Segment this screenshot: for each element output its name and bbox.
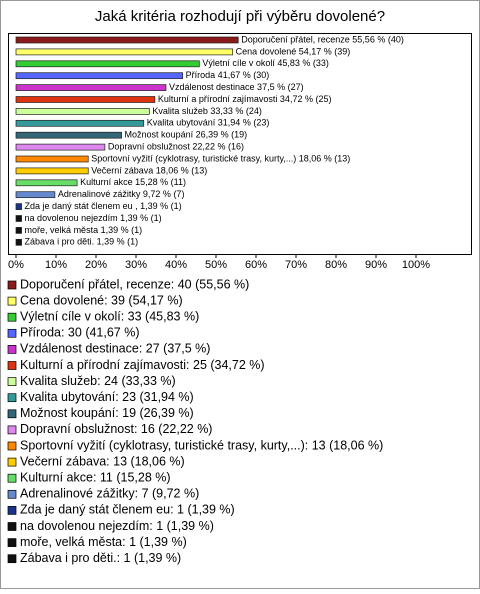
legend-label: Zábava i pro děti.: 1 (1,39 %) xyxy=(20,551,181,565)
bar xyxy=(15,108,150,115)
legend-label: Dopravní obslužnost: 16 (22,22 %) xyxy=(20,422,212,436)
bar xyxy=(15,203,22,210)
legend-label: Adrenalinové zážitky: 7 (9,72 %) xyxy=(20,487,199,501)
legend-swatch xyxy=(7,312,17,322)
x-tick-label: 10% xyxy=(45,259,67,271)
legend-swatch xyxy=(7,409,17,419)
bar-label: moře, velká města 1,39 % (1) xyxy=(25,225,143,235)
bar xyxy=(15,191,56,199)
legend-swatch xyxy=(7,489,17,499)
bar-label: Výletní cíle v okolí 45,83 % (33) xyxy=(202,58,329,68)
plot-frame xyxy=(8,33,472,255)
legend-label: Zda je daný stát členem eu: 1 (1,39 %) xyxy=(20,503,235,517)
x-tick-label: 30% xyxy=(125,259,147,271)
legend-label: Kvalita ubytování: 23 (31,94 %) xyxy=(20,390,194,404)
bar xyxy=(15,167,89,175)
bar xyxy=(15,227,22,234)
x-tick-label: 70% xyxy=(285,259,307,271)
bar-label: Cena dovolené 54,17 % (39) xyxy=(236,46,351,56)
legend-swatch xyxy=(7,361,17,370)
legend-label: Výletní cíle v okolí: 33 (45,83 %) xyxy=(20,309,199,323)
x-tick-label: 60% xyxy=(245,259,267,271)
legend-swatch xyxy=(7,554,17,564)
x-tick-label: 50% xyxy=(205,259,227,271)
bar-label: Zábava i pro děti. 1,39 % (1) xyxy=(25,237,139,247)
bar-label: Sportovní vyžití (cyklotrasy, turistické… xyxy=(91,153,350,163)
bar-label: Vzdálenost destinace 37,5 % (27) xyxy=(169,82,304,92)
bar-label: Kvalita služeb 33,33 % (24) xyxy=(152,106,262,116)
bar-label: Doporučení přátel, recenze 55,56 % (40) xyxy=(241,34,404,44)
legend-swatch xyxy=(7,538,17,547)
bar xyxy=(15,72,184,80)
bar-label: Kulturní a přírodní zajímavosti 34,72 % … xyxy=(158,94,332,104)
legend-swatch xyxy=(7,345,17,354)
bar-label: Zda je daný stát členem eu , 1,39 % (1) xyxy=(25,201,182,211)
bar-label: Kulturní akce 15,28 % (11) xyxy=(80,177,186,187)
legend-label: Příroda: 30 (41,67 %) xyxy=(20,326,140,340)
bar xyxy=(15,131,122,139)
legend-swatch xyxy=(7,506,17,515)
legend-label: moře, velká města: 1 (1,39 %) xyxy=(20,535,187,549)
bar xyxy=(15,179,78,187)
bar xyxy=(15,48,234,56)
x-tick-label: 0% xyxy=(8,259,24,271)
bar xyxy=(15,215,22,222)
chart-title: Jaká kritéria rozhodují při výběru dovol… xyxy=(95,8,385,25)
bar-label: Dopravní obslužnost 22,22 % (16) xyxy=(108,141,244,151)
legend-label: Kulturní a přírodní zajímavosti: 25 (34,… xyxy=(20,358,265,372)
bar xyxy=(15,119,145,127)
x-tick-label: 40% xyxy=(165,259,187,271)
bar xyxy=(15,36,239,44)
legend-swatch xyxy=(7,280,17,290)
bar-label: Příroda 41,67 % (30) xyxy=(186,70,270,80)
legend-swatch xyxy=(7,522,17,531)
x-tick-label: 90% xyxy=(365,259,387,271)
x-tick-label: 20% xyxy=(85,259,107,271)
bar xyxy=(15,238,22,246)
bar xyxy=(15,96,156,103)
legend-label: Kulturní akce: 11 (15,28 %) xyxy=(20,470,171,484)
x-tick-label: 80% xyxy=(325,259,347,271)
legend-label: Vzdálenost destinace: 27 (37,5 %) xyxy=(20,342,210,356)
legend-label: Sportovní vyžití (cyklotrasy, turistické… xyxy=(20,438,383,452)
legend-swatch xyxy=(7,328,17,338)
legend-label: Doporučení přátel, recenze: 40 (55,56 %) xyxy=(20,277,249,291)
bar-label: Možnost koupání 26,39 % (19) xyxy=(125,130,248,140)
bar xyxy=(15,84,167,91)
bar-label: Večerní zábava 18,06 % (13) xyxy=(91,165,207,175)
legend-swatch xyxy=(7,425,17,435)
bar xyxy=(15,155,89,163)
bar-label: na dovolenou nejezdím 1,39 % (1) xyxy=(25,213,162,223)
legend-swatch xyxy=(7,377,17,386)
legend-swatch xyxy=(7,296,17,306)
bar xyxy=(15,60,200,68)
legend-label: Cena dovolené: 39 (54,17 %) xyxy=(20,293,183,307)
x-tick-label: 100% xyxy=(402,259,430,271)
legend-swatch xyxy=(7,441,17,451)
legend-label: Kvalita služeb: 24 (33,33 %) xyxy=(20,374,176,388)
legend-label: na dovolenou nejezdím: 1 (1,39 %) xyxy=(20,519,214,533)
bar-label: Adrenalinové zážitky 9,72 % (7) xyxy=(58,189,185,199)
legend-label: Večerní zábava: 13 (18,06 %) xyxy=(20,454,185,468)
legend-label: Možnost koupání: 19 (26,39 %) xyxy=(20,406,194,420)
legend-swatch xyxy=(7,457,17,467)
bar xyxy=(15,143,106,151)
bar-label: Kvalita ubytování 31,94 % (23) xyxy=(147,118,270,128)
legend-swatch xyxy=(7,393,17,403)
legend-swatch xyxy=(7,473,17,483)
